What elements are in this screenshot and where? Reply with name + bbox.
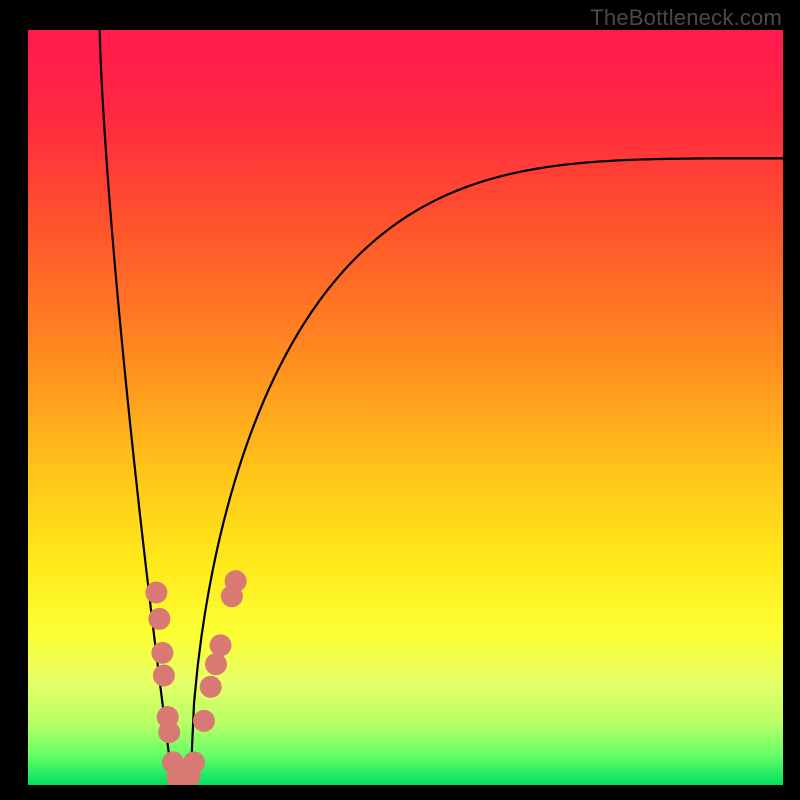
data-marker (183, 751, 205, 773)
data-marker (158, 721, 180, 743)
curve-layer (28, 30, 783, 785)
curve-right-branch (190, 158, 783, 785)
plot-area (28, 30, 783, 785)
data-marker (151, 642, 173, 664)
data-marker (145, 581, 167, 603)
data-marker (193, 710, 215, 732)
data-marker (200, 676, 222, 698)
data-marker (210, 634, 232, 656)
data-marker (148, 608, 170, 630)
data-marker (225, 570, 247, 592)
data-marker (153, 665, 175, 687)
watermark-text: TheBottleneck.com (590, 5, 782, 31)
chart-frame: TheBottleneck.com (0, 0, 800, 800)
data-marker (205, 653, 227, 675)
